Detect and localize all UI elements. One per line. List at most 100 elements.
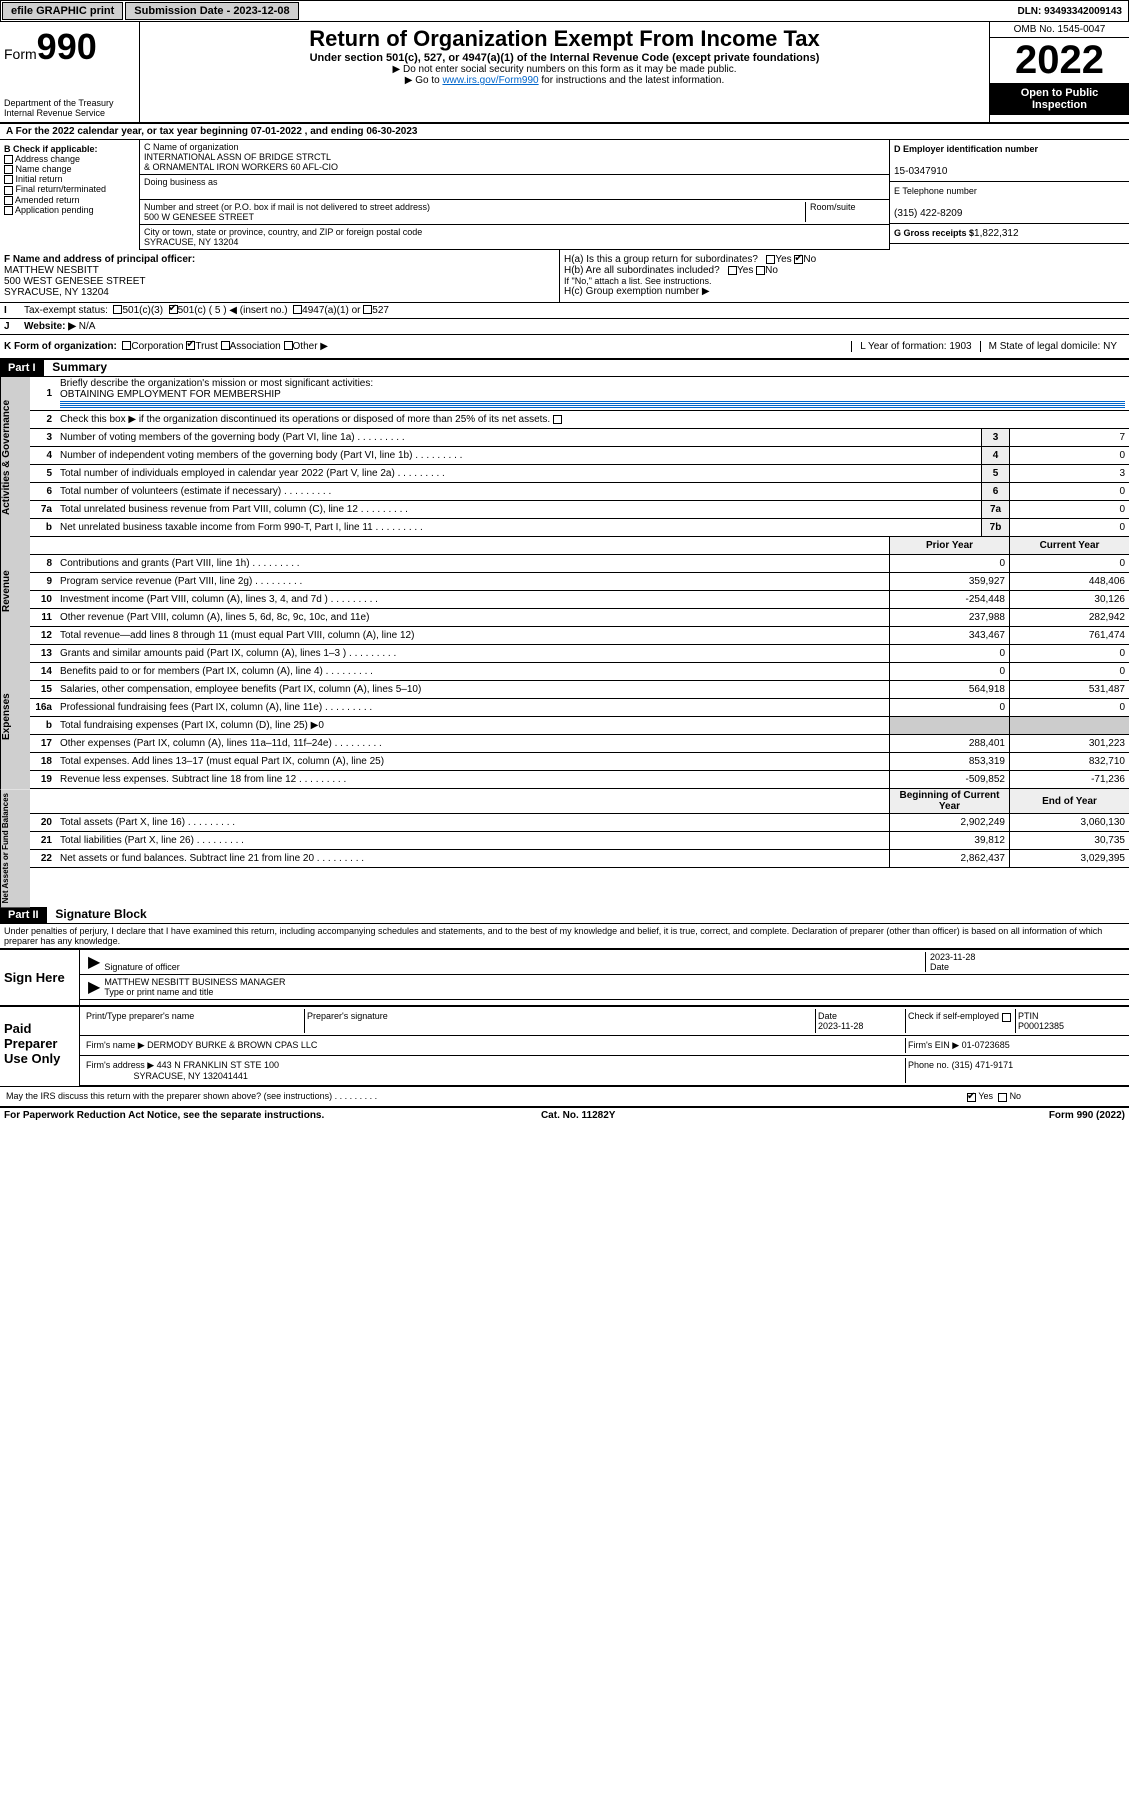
l12-desc: Total revenue—add lines 8 through 11 (mu… bbox=[56, 629, 889, 642]
l9-prior: 359,927 bbox=[889, 573, 1009, 590]
l19-desc: Revenue less expenses. Subtract line 18 … bbox=[56, 773, 889, 786]
k-label: K Form of organization: bbox=[4, 341, 117, 352]
discuss-no[interactable] bbox=[998, 1093, 1007, 1102]
l19-prior: -509,852 bbox=[889, 771, 1009, 788]
l14-desc: Benefits paid to or for members (Part IX… bbox=[56, 665, 889, 678]
l16a-prior: 0 bbox=[889, 699, 1009, 716]
trust-check[interactable] bbox=[186, 341, 195, 350]
discuss-yes[interactable] bbox=[967, 1093, 976, 1102]
check-amended[interactable] bbox=[4, 196, 13, 205]
f-label: F Name and address of principal officer: bbox=[4, 254, 195, 265]
4947-check[interactable] bbox=[293, 305, 302, 314]
addr-label: Number and street (or P.O. box if mail i… bbox=[144, 202, 430, 212]
hb-yes[interactable] bbox=[728, 266, 737, 275]
ha-no[interactable] bbox=[794, 255, 803, 264]
l11-curr: 282,942 bbox=[1009, 609, 1129, 626]
check-address[interactable] bbox=[4, 155, 13, 164]
row-k: K Form of organization: Corporation Trus… bbox=[0, 335, 1129, 360]
section-b: B Check if applicable: Address change Na… bbox=[0, 140, 1129, 250]
check-final[interactable] bbox=[4, 186, 13, 195]
l16a-curr: 0 bbox=[1009, 699, 1129, 716]
pt-date-val: 2023-11-28 bbox=[818, 1021, 863, 1031]
l5-desc: Total number of individuals employed in … bbox=[56, 467, 981, 480]
hb-no[interactable] bbox=[756, 266, 765, 275]
may-discuss: May the IRS discuss this return with the… bbox=[4, 1089, 965, 1103]
l8-desc: Contributions and grants (Part VIII, lin… bbox=[56, 557, 889, 570]
l8-curr: 0 bbox=[1009, 555, 1129, 572]
l16a-desc: Professional fundraising fees (Part IX, … bbox=[56, 701, 889, 714]
check-initial[interactable] bbox=[4, 175, 13, 184]
firm-name-label: Firm's name ▶ bbox=[86, 1040, 145, 1050]
l11-desc: Other revenue (Part VIII, column (A), li… bbox=[56, 611, 889, 624]
l17-curr: 301,223 bbox=[1009, 735, 1129, 752]
l10-curr: 30,126 bbox=[1009, 591, 1129, 608]
tab-revenue: Revenue bbox=[0, 537, 30, 645]
part2-header: Part II Signature Block bbox=[0, 907, 1129, 924]
year-formation: L Year of formation: 1903 bbox=[851, 341, 979, 352]
l17-prior: 288,401 bbox=[889, 735, 1009, 752]
l15-prior: 564,918 bbox=[889, 681, 1009, 698]
l10-desc: Investment income (Part VIII, column (A)… bbox=[56, 593, 889, 606]
l5-val: 3 bbox=[1009, 465, 1129, 482]
501c3-check[interactable] bbox=[113, 305, 122, 314]
hdr-beg: Beginning of Current Year bbox=[889, 789, 1009, 813]
ptin-label: PTIN bbox=[1018, 1011, 1039, 1021]
website-val: N/A bbox=[79, 321, 96, 332]
ha-label: H(a) Is this a group return for subordin… bbox=[564, 254, 758, 265]
check-pending[interactable] bbox=[4, 206, 13, 215]
d-label: D Employer identification number bbox=[894, 144, 1038, 154]
pt-name-label: Print/Type preparer's name bbox=[84, 1009, 304, 1033]
l3-val: 7 bbox=[1009, 429, 1129, 446]
l8-prior: 0 bbox=[889, 555, 1009, 572]
assoc-check[interactable] bbox=[221, 341, 230, 350]
firm-city: SYRACUSE, NY 132041441 bbox=[134, 1071, 248, 1081]
irs-link[interactable]: www.irs.gov/Form990 bbox=[442, 75, 538, 86]
tax-status-label: Tax-exempt status: bbox=[24, 305, 108, 316]
firm-addr-label: Firm's address ▶ bbox=[86, 1060, 154, 1070]
firm-ph-label: Phone no. bbox=[908, 1060, 949, 1070]
ha-yes[interactable] bbox=[766, 255, 775, 264]
row-j: J Website: ▶ N/A bbox=[0, 319, 1129, 335]
pt-sig-label: Preparer's signature bbox=[304, 1009, 815, 1033]
l20-desc: Total assets (Part X, line 16) bbox=[56, 816, 889, 829]
pt-self-emp: Check if self-employed bbox=[905, 1009, 1015, 1033]
l17-desc: Other expenses (Part IX, column (A), lin… bbox=[56, 737, 889, 750]
paperwork-notice: For Paperwork Reduction Act Notice, see … bbox=[4, 1110, 324, 1121]
city-label: City or town, state or province, country… bbox=[144, 227, 422, 237]
efile-btn[interactable]: efile GRAPHIC print bbox=[2, 2, 123, 20]
g-label: G Gross receipts $ bbox=[894, 228, 974, 238]
l13-curr: 0 bbox=[1009, 645, 1129, 662]
l2-check[interactable] bbox=[553, 415, 562, 424]
l9-curr: 448,406 bbox=[1009, 573, 1129, 590]
c-label: C Name of organization bbox=[144, 142, 239, 152]
other-check[interactable] bbox=[284, 341, 293, 350]
b-label: B Check if applicable: bbox=[4, 144, 98, 154]
ein: 15-0347910 bbox=[894, 166, 947, 177]
tab-net-assets: Net Assets or Fund Balances bbox=[0, 789, 30, 907]
note2a: ▶ Go to bbox=[405, 75, 443, 86]
sig-date-val: 2023-11-28 bbox=[930, 952, 975, 962]
l15-desc: Salaries, other compensation, employee b… bbox=[56, 683, 889, 696]
gross-receipts: 1,822,312 bbox=[974, 228, 1019, 239]
e-label: E Telephone number bbox=[894, 186, 977, 196]
l15-curr: 531,487 bbox=[1009, 681, 1129, 698]
l14-prior: 0 bbox=[889, 663, 1009, 680]
officer-name: MATTHEW NESBITT bbox=[4, 265, 99, 276]
corp-check[interactable] bbox=[122, 341, 131, 350]
501c-check[interactable] bbox=[169, 305, 178, 314]
name-title-label: Type or print name and title bbox=[104, 987, 213, 997]
footer: For Paperwork Reduction Act Notice, see … bbox=[0, 1107, 1129, 1123]
527-check[interactable] bbox=[363, 305, 372, 314]
note2b: for instructions and the latest informat… bbox=[539, 75, 725, 86]
officer-city: SYRACUSE, NY 13204 bbox=[4, 287, 109, 298]
firm-ein: 01-0723685 bbox=[962, 1040, 1010, 1050]
check-name[interactable] bbox=[4, 165, 13, 174]
l10-prior: -254,448 bbox=[889, 591, 1009, 608]
self-emp-check[interactable] bbox=[1002, 1013, 1011, 1022]
hdr-curr: Current Year bbox=[1009, 537, 1129, 554]
hb-label: H(b) Are all subordinates included? bbox=[564, 265, 720, 276]
sign-here-label: Sign Here bbox=[0, 950, 80, 1005]
l21-prior: 39,812 bbox=[889, 832, 1009, 849]
l16b-desc: Total fundraising expenses (Part IX, col… bbox=[56, 719, 889, 732]
city: SYRACUSE, NY 13204 bbox=[144, 237, 238, 247]
